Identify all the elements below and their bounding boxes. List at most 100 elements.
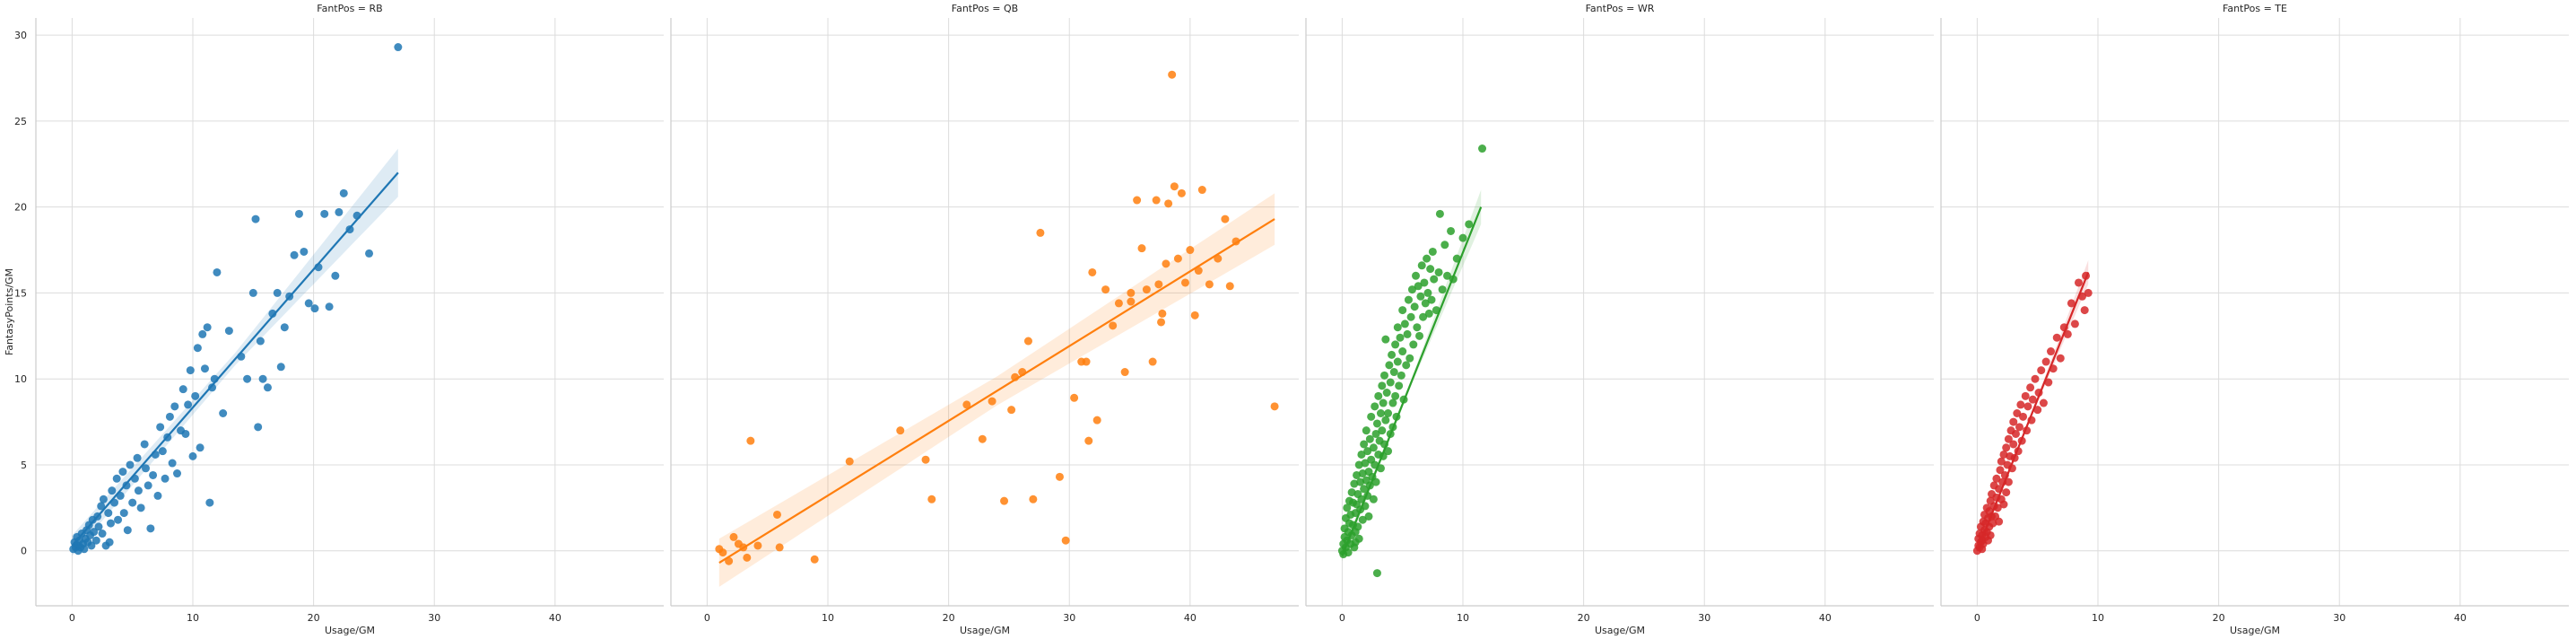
data-point (1120, 368, 1129, 377)
facet-title: FantPos = WR (1586, 3, 1655, 14)
data-point (1197, 186, 1206, 195)
data-point (1082, 357, 1091, 366)
data-point (1999, 500, 2008, 509)
data-point (1162, 259, 1171, 268)
data-point (1180, 278, 1189, 287)
data-point (256, 337, 265, 346)
x-tick-label: 30 (1698, 612, 1710, 624)
data-point (1055, 472, 1064, 481)
data-point (254, 423, 263, 432)
data-point (1360, 485, 1369, 494)
data-point (1084, 436, 1093, 445)
data-point (1378, 426, 1387, 435)
data-point (772, 510, 781, 519)
data-point (142, 464, 150, 473)
data-point (1434, 267, 1443, 276)
data-point (1036, 228, 1045, 237)
data-point (1225, 282, 1234, 291)
data-point (1158, 309, 1167, 318)
data-point (213, 267, 222, 276)
data-point (1427, 295, 1436, 304)
data-point (1420, 278, 1429, 287)
data-point (1114, 299, 1123, 308)
data-point (1088, 267, 1097, 276)
data-point (365, 249, 374, 258)
data-point (2013, 408, 2022, 417)
data-point (1426, 265, 1435, 274)
data-point (90, 528, 99, 537)
data-point (99, 495, 108, 503)
data-point (304, 299, 313, 308)
data-point (248, 288, 257, 297)
y-tick-label: 10 (14, 373, 27, 385)
data-point (153, 491, 162, 500)
x-axis-label: Usage/GM (960, 625, 1010, 636)
data-point (1379, 398, 1388, 407)
x-tick-label: 10 (1457, 612, 1469, 624)
data-point (1164, 199, 1173, 208)
data-point (2084, 288, 2093, 297)
data-point (394, 43, 403, 52)
data-point (1391, 340, 1400, 349)
data-point (263, 383, 272, 392)
data-point (1465, 220, 1474, 229)
data-point (161, 474, 170, 483)
data-point (1173, 254, 1182, 263)
data-point (1023, 337, 1032, 346)
data-point (2074, 278, 2083, 287)
data-point (335, 207, 344, 216)
data-point (1440, 241, 1449, 249)
data-point (1995, 517, 2004, 526)
data-point (1398, 306, 1407, 315)
data-point (1398, 347, 1407, 356)
data-point (1395, 381, 1404, 390)
data-point (193, 344, 202, 353)
data-point (1358, 515, 1367, 524)
regression-line (718, 218, 1275, 565)
facet-title: FantPos = RB (317, 3, 382, 14)
data-point (294, 209, 303, 218)
x-tick-label: 0 (1339, 612, 1345, 624)
data-point (1385, 361, 1394, 370)
data-point (170, 402, 179, 411)
data-point (1393, 357, 1402, 366)
data-point (729, 532, 738, 541)
data-point (1127, 288, 1136, 297)
data-point (118, 468, 127, 477)
x-tick-label: 20 (943, 612, 955, 624)
data-point (149, 470, 158, 479)
data-point (810, 555, 819, 564)
data-point (1270, 402, 1279, 411)
data-point (273, 288, 282, 297)
data-point (1343, 503, 1352, 512)
data-point (1412, 271, 1420, 280)
data-point (1371, 429, 1380, 438)
data-point (1403, 329, 1412, 338)
data-point (1416, 292, 1425, 301)
data-point (2039, 398, 2048, 407)
data-point (1372, 569, 1381, 578)
data-point (1190, 311, 1199, 320)
data-point (2067, 299, 2076, 308)
data-point (140, 440, 149, 449)
data-point (1986, 530, 1995, 539)
data-point (205, 498, 214, 507)
data-point (1435, 209, 1444, 218)
data-point (2031, 374, 2040, 383)
data-point (962, 400, 971, 409)
data-point (1382, 389, 1391, 398)
data-point (1365, 434, 1374, 443)
data-point (198, 329, 207, 338)
facet-panel: 0 10 20 30 40 FantPos = QB Usage/GM (670, 3, 1299, 636)
data-point (1127, 297, 1136, 306)
x-axis-label: Usage/GM (2230, 625, 2280, 636)
data-point (2052, 333, 2061, 342)
x-tick-label: 20 (308, 612, 320, 624)
data-point (1400, 320, 1409, 328)
y-tick-label: 30 (14, 30, 27, 41)
regression-line (1976, 272, 2090, 552)
data-point (112, 474, 121, 483)
facet-panel: 0 10 20 30 40 FantPos = TE Usage/GM (1940, 3, 2569, 636)
data-point (1353, 522, 1362, 531)
data-point (1101, 285, 1110, 294)
